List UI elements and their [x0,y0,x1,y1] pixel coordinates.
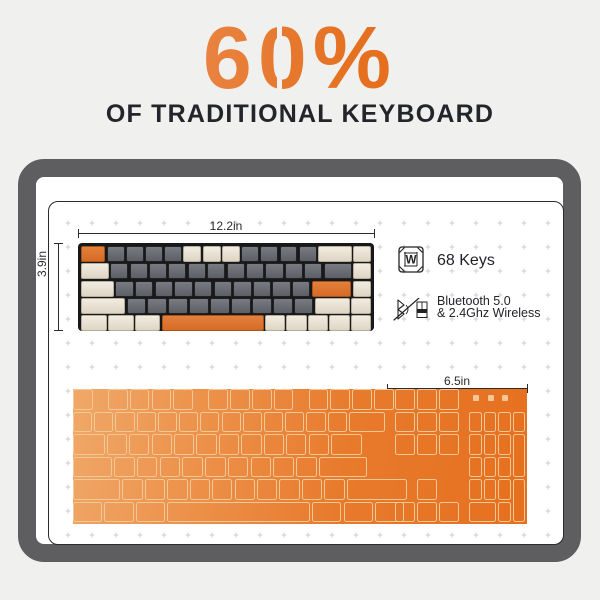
svg-text:W: W [406,254,417,266]
